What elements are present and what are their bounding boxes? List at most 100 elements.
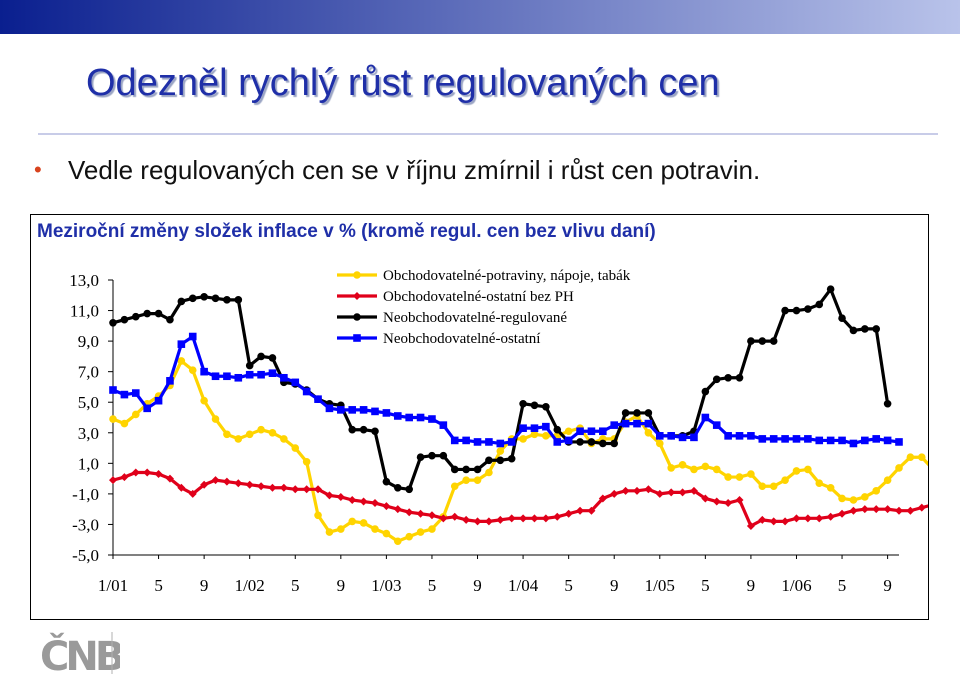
- data-point: [353, 334, 361, 342]
- data-point: [838, 494, 846, 503]
- data-point: [131, 389, 140, 397]
- data-point: [507, 514, 516, 523]
- data-point: [371, 427, 379, 436]
- data-point: [701, 413, 710, 422]
- data-point: [393, 537, 402, 546]
- data-point: [325, 491, 334, 500]
- x-tick-label: 9: [337, 576, 346, 595]
- data-point: [257, 482, 266, 491]
- data-point: [792, 467, 801, 475]
- data-point: [257, 425, 265, 434]
- data-point: [188, 294, 197, 303]
- data-point: [314, 485, 323, 494]
- data-point: [223, 296, 231, 304]
- data-point: [644, 485, 653, 494]
- data-point: [473, 438, 482, 446]
- data-point: [587, 438, 596, 446]
- data-point: [633, 486, 641, 495]
- data-point: [804, 465, 812, 474]
- data-point: [337, 406, 345, 414]
- data-point: [507, 454, 516, 463]
- data-point: [359, 406, 368, 414]
- data-point: [348, 425, 357, 434]
- data-point: [291, 485, 300, 494]
- title-rule: [38, 133, 938, 135]
- legend-label: Obchodovatelné-potraviny, nápoje, tabák: [383, 268, 631, 284]
- data-point: [382, 477, 391, 486]
- data-point: [188, 489, 197, 498]
- data-point: [154, 309, 163, 318]
- data-point: [804, 435, 812, 443]
- data-point: [564, 427, 573, 436]
- data-point: [895, 464, 903, 472]
- y-tick-label: 9,0: [78, 332, 99, 351]
- data-point: [769, 337, 778, 345]
- data-point: [781, 476, 789, 484]
- data-point: [644, 409, 653, 417]
- data-point: [564, 509, 573, 518]
- x-tick-label: 9: [747, 576, 756, 595]
- data-point: [200, 480, 209, 489]
- data-point: [165, 474, 174, 483]
- data-point: [428, 525, 436, 533]
- data-point: [302, 387, 311, 396]
- data-point: [542, 432, 550, 440]
- data-point: [895, 506, 903, 515]
- data-point: [405, 413, 413, 422]
- data-point: [701, 462, 710, 471]
- data-point: [485, 456, 493, 465]
- data-point: [325, 528, 334, 536]
- data-point: [336, 492, 345, 501]
- data-point: [690, 433, 698, 442]
- data-point: [405, 485, 413, 494]
- data-point: [667, 464, 675, 472]
- data-point: [462, 515, 471, 524]
- data-point: [621, 486, 630, 495]
- series-line: [112, 334, 900, 446]
- data-point: [496, 447, 505, 455]
- x-tick-label: 1/03: [371, 576, 401, 595]
- data-point: [428, 451, 436, 460]
- data-point: [530, 424, 539, 432]
- data-point: [109, 318, 117, 327]
- data-point: [177, 357, 186, 365]
- x-tick-label: 1/06: [781, 576, 811, 595]
- data-point: [712, 465, 721, 474]
- data-point: [735, 432, 744, 440]
- data-point: [211, 294, 220, 303]
- data-point: [245, 480, 254, 489]
- data-point: [655, 439, 664, 448]
- data-point: [211, 415, 220, 423]
- data-point: [496, 439, 505, 448]
- data-point: [758, 515, 767, 524]
- x-tick-label: 5: [291, 576, 300, 595]
- y-tick-label: 3,0: [78, 424, 99, 443]
- data-point: [166, 377, 174, 385]
- data-point: [861, 493, 869, 501]
- data-point: [792, 435, 801, 443]
- data-point: [519, 424, 527, 432]
- data-point: [849, 506, 858, 515]
- data-point: [496, 456, 505, 465]
- data-point: [245, 361, 254, 370]
- data-point: [621, 409, 630, 417]
- bullet-point: • Vedle regulovaných cen se v říjnu zmírn…: [34, 156, 760, 184]
- data-point: [633, 419, 641, 428]
- chart-title: Meziroční změny složek inflace v % (krom…: [37, 221, 656, 242]
- data-point: [769, 517, 778, 526]
- y-tick-label: -1,0: [72, 485, 99, 504]
- data-point: [462, 476, 470, 484]
- data-point: [439, 451, 448, 460]
- data-point: [222, 477, 231, 486]
- data-point: [712, 497, 721, 506]
- data-point: [200, 293, 208, 301]
- data-point: [735, 473, 744, 481]
- data-point: [530, 401, 539, 410]
- data-point: [371, 407, 379, 416]
- data-point: [353, 313, 361, 321]
- data-point: [473, 476, 482, 484]
- data-point: [405, 508, 414, 517]
- top-bar: [0, 0, 960, 34]
- data-point: [906, 453, 915, 462]
- data-point: [348, 496, 357, 504]
